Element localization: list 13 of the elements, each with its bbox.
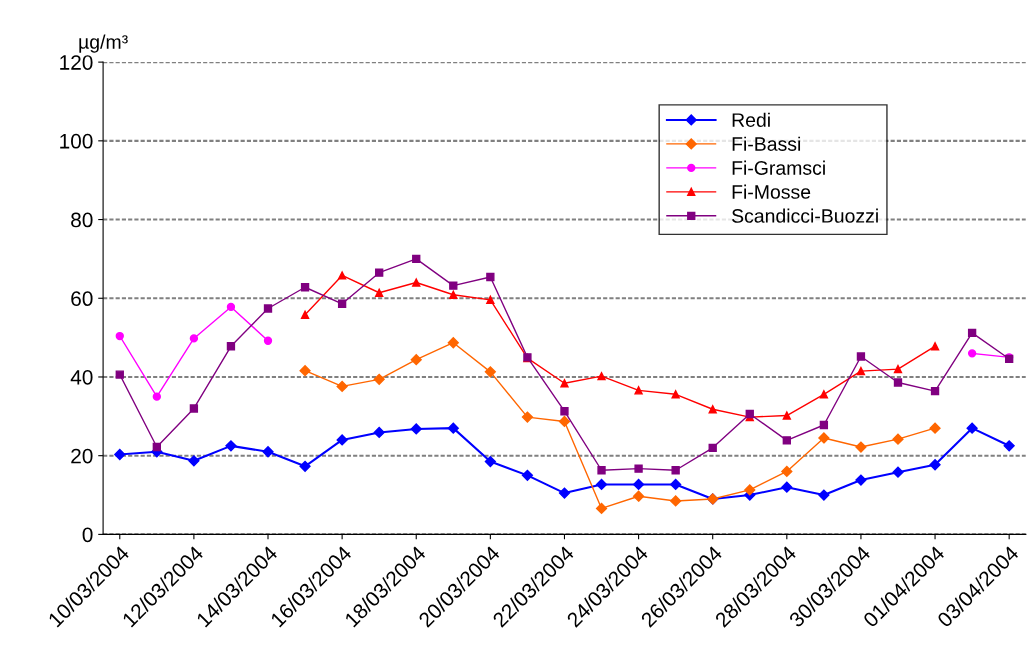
- y-tick-label: 60: [71, 291, 93, 307]
- y-tick-label: 80: [71, 212, 93, 228]
- legend-label: Fi-Mosse: [732, 184, 811, 199]
- y-axis-title: µg/m³: [79, 34, 128, 53]
- y-tick-label: 120: [60, 55, 93, 70]
- legend-label: Redi: [732, 112, 770, 127]
- y-tick-label: 0: [82, 527, 93, 543]
- y-tick-label: 40: [70, 369, 93, 385]
- y-tick-label: 20: [71, 448, 93, 464]
- y-tick-label: 100: [60, 133, 93, 149]
- legend-label: Scandicci-Buozzi: [731, 208, 878, 223]
- legend-label: Fi-Bassi: [732, 136, 801, 151]
- legend-label: Fi-Gramsci: [732, 160, 825, 175]
